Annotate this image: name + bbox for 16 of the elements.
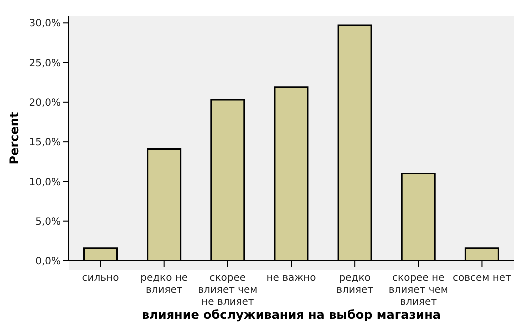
x-tick-label: сильно: [82, 273, 120, 284]
x-tick-label: совсем нет: [453, 273, 512, 284]
x-tick-label: скорее влияет чем не влияет: [198, 273, 258, 308]
x-tick-label: редко влияет: [336, 273, 374, 296]
x-axis-title: влияние обслуживания на выбор магазина: [142, 308, 441, 322]
y-tick-label: 30,0%: [29, 18, 61, 30]
x-tick-label: редко не влияет: [140, 273, 188, 296]
y-tick-label: 5,0%: [36, 216, 61, 228]
y-tick-label: 25,0%: [29, 58, 61, 70]
y-tick-label: 10,0%: [29, 177, 61, 188]
y-axis-title: Percent: [7, 112, 22, 165]
x-tick-label: не важно: [266, 273, 316, 284]
y-tick-label: 0,0%: [36, 256, 61, 268]
x-tick-label: скорее не влияет чем влияет: [388, 273, 448, 308]
y-tick-label: 15,0%: [29, 138, 61, 149]
y-tick-label: 20,0%: [29, 98, 61, 109]
